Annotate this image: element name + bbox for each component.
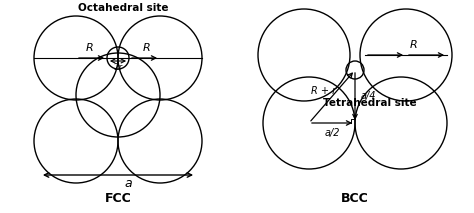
Text: a: a: [124, 177, 132, 190]
Text: R: R: [143, 43, 150, 53]
Text: a/4: a/4: [361, 92, 376, 102]
Text: R: R: [410, 40, 418, 50]
Text: Octahedral site: Octahedral site: [78, 3, 168, 13]
Text: R: R: [86, 43, 93, 53]
Text: R + r: R + r: [311, 85, 337, 95]
Text: 2r: 2r: [113, 63, 123, 72]
Text: BCC: BCC: [341, 192, 369, 205]
Text: a/2: a/2: [324, 128, 340, 138]
Text: FCC: FCC: [105, 192, 131, 205]
Text: Tetrahedral site: Tetrahedral site: [323, 98, 417, 108]
